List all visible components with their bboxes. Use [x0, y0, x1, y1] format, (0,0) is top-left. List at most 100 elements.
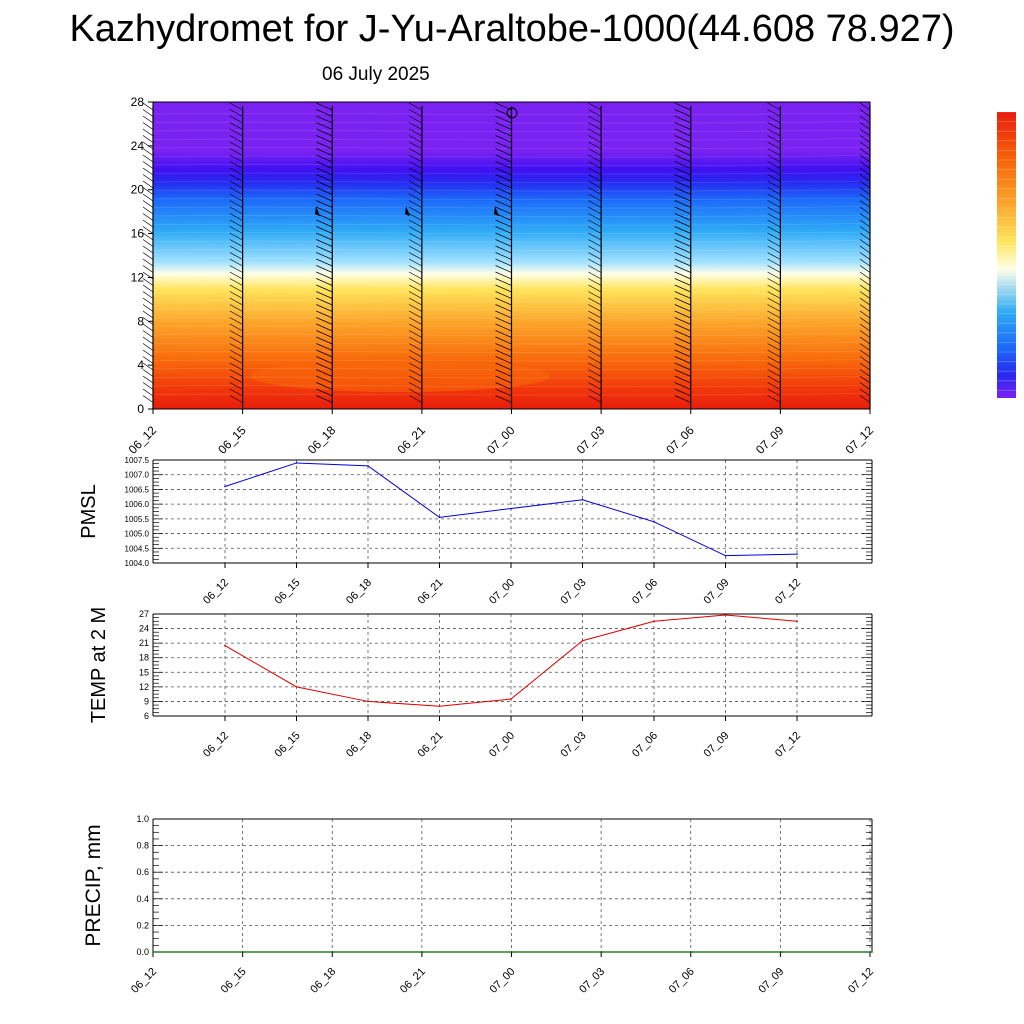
y-tick-label: 6: [144, 711, 149, 721]
wind-barb: [142, 258, 154, 267]
wind-barb: [316, 271, 333, 280]
wind-barb: [495, 349, 512, 358]
wind-barb: [229, 304, 243, 312]
wind-barb: [408, 135, 423, 143]
wind-barb: [495, 375, 512, 384]
wind-barb: [316, 258, 333, 267]
wind-barb: [495, 200, 512, 208]
wind-barb: [674, 258, 691, 267]
x-tick-label: 07_03: [577, 966, 607, 996]
wind-barb: [142, 167, 154, 176]
y-tick-label: 15: [139, 667, 149, 677]
wind-barb: [495, 187, 512, 195]
wind-barb: [588, 115, 602, 124]
wind-barb: [674, 128, 691, 137]
wind-barb: [408, 304, 423, 312]
heatmap-contour: [152, 121, 871, 124]
wind-barb: [859, 226, 871, 234]
wind-barb: [229, 291, 243, 299]
heatmap-y-tick-label: 12: [131, 270, 145, 284]
wind-barb: [767, 226, 781, 234]
wind-barb: [767, 388, 781, 397]
wind-barb: [859, 161, 871, 169]
wind-barb: [316, 265, 333, 273]
colorbar: [997, 112, 1016, 398]
data-point: [152, 951, 154, 953]
wind-barb: [767, 109, 781, 117]
wind-barb: [859, 193, 871, 202]
wind-barb: [316, 167, 333, 176]
wind-barb: [142, 187, 154, 195]
wind-barb: [316, 323, 333, 332]
heatmap-contour: [152, 282, 871, 285]
wind-barb: [767, 102, 781, 111]
y-tick-label: 1004.5: [125, 544, 150, 553]
heatmap-contour: [152, 163, 871, 166]
wind-barb: [408, 369, 423, 377]
wind-barb: [316, 362, 333, 371]
wind-barb: [859, 148, 871, 156]
data-point: [510, 698, 512, 700]
wind-barb: [674, 135, 691, 143]
chart-subtitle: 06 July 2025: [322, 64, 430, 85]
x-tick-label: 07_12: [773, 577, 803, 607]
wind-barb: [495, 239, 512, 247]
wind-barb: [674, 362, 691, 371]
wind-barb: [408, 213, 423, 221]
wind-barb: [316, 245, 333, 254]
wind-barb: [767, 206, 781, 215]
wind-barb: [316, 174, 333, 182]
wind-barb: [316, 141, 333, 150]
wind-barb: [316, 239, 333, 247]
wind-barb: [674, 395, 691, 403]
wind-barb: [316, 336, 333, 345]
wind-barb: [674, 161, 691, 169]
wind-barb: [674, 174, 691, 182]
wind-barb: [588, 174, 602, 182]
wind-barb: [674, 115, 691, 124]
wind-barb: [408, 167, 423, 176]
wind-barb: [588, 297, 602, 306]
wind-barb: [767, 284, 781, 293]
wind-barb: [142, 148, 154, 156]
wind-barb: [588, 343, 602, 351]
wind-barb: [408, 310, 423, 319]
y-axis-label: TEMP at 2 M: [88, 607, 110, 723]
data-point: [691, 951, 694, 953]
data-point: [511, 951, 514, 953]
wind-barb: [859, 310, 871, 319]
y-tick-label: 0.6: [136, 867, 149, 877]
heatmap-contour: [152, 291, 871, 294]
line-panel: 1004.0 1004.5 1005.0 1005.5 1006.0 1006.5 1007…: [78, 456, 873, 607]
wind-barb-column: [588, 102, 602, 409]
wind-barb: [674, 330, 691, 338]
wind-barb: [229, 349, 243, 358]
y-axis-label: PRECIP, mm: [82, 824, 105, 946]
heatmap-contour: [152, 333, 871, 336]
wind-barb: [229, 167, 243, 176]
wind-barb: [767, 304, 781, 312]
wind-barb: [588, 278, 602, 286]
data-point: [224, 485, 226, 488]
wind-barb: [495, 232, 512, 241]
wind-barb: [142, 128, 154, 137]
wind-barb: [588, 304, 602, 312]
wind-barb: [142, 375, 154, 384]
heatmap-contour: [152, 180, 871, 183]
wind-barb: [767, 349, 781, 358]
heatmap-x-tick-label: 06_18: [305, 423, 339, 457]
x-tick-label: 06_15: [273, 577, 303, 607]
wind-barb: [767, 161, 781, 169]
wind-barb: [408, 375, 423, 384]
y-tick-label: 1007.0: [125, 471, 150, 480]
wind-barb: [767, 193, 781, 202]
wind-barb: [229, 226, 243, 234]
data-point: [510, 507, 512, 510]
x-tick-label: 06_18: [344, 577, 374, 607]
wind-barb: [859, 102, 871, 111]
wind-barb: [859, 167, 871, 176]
wind-barb-column: [229, 102, 244, 409]
wind-barb: [316, 109, 333, 117]
wind-barb: [229, 343, 243, 351]
